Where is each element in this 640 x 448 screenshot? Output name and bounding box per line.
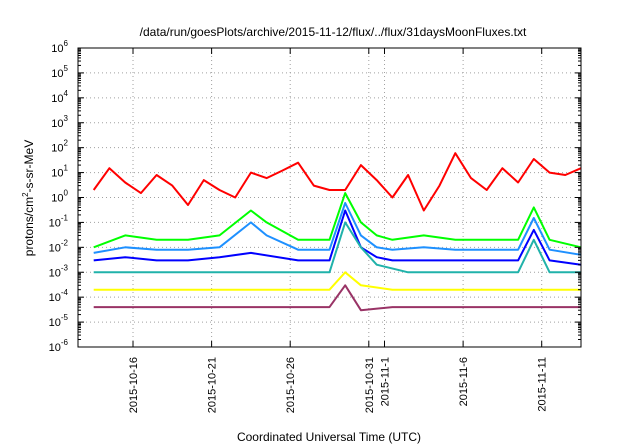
y-tick-label: 10-4 bbox=[49, 288, 69, 304]
y-ticks: 10-6 10-5 10-4 10-3 10-2 10-1 100 101 102 103 104 1… bbox=[49, 39, 581, 354]
x-axis-label: Coordinated Universal Time (UTC) bbox=[237, 430, 421, 444]
y-tick-label: 103 bbox=[51, 114, 68, 130]
x-ticks: 2015-10-16 2015-10-21 2015-10-26 2015-10-31… bbox=[128, 48, 549, 413]
y-tick-label: 10-2 bbox=[49, 238, 69, 254]
y-tick-label: 10-3 bbox=[49, 263, 69, 279]
series-line-5 bbox=[93, 221, 581, 274]
series-line-2 bbox=[93, 192, 582, 249]
x-tick-label: 2015-11-6 bbox=[458, 357, 470, 406]
series-line-3 bbox=[93, 202, 582, 256]
y-tick-label: 102 bbox=[51, 139, 68, 155]
plot-border bbox=[77, 47, 582, 348]
x-tick-label: 2015-11-11 bbox=[537, 357, 549, 412]
series-line-6 bbox=[93, 271, 581, 291]
x-tick-label: 2015-11-1 bbox=[380, 357, 392, 406]
y-tick-label: 10-5 bbox=[49, 313, 69, 329]
y-tick-label: 101 bbox=[51, 164, 68, 180]
y-tick-label: 100 bbox=[51, 189, 68, 205]
grid bbox=[78, 47, 581, 348]
series-line-7 bbox=[93, 284, 581, 312]
y-tick-label: 105 bbox=[51, 64, 68, 80]
x-tick-label: 2015-10-21 bbox=[207, 357, 219, 413]
x-tick-label: 2015-10-16 bbox=[128, 357, 140, 413]
y-tick-label: 104 bbox=[51, 89, 68, 105]
x-tick-label: 2015-10-31 bbox=[364, 357, 376, 413]
y-tick-label: 10-6 bbox=[49, 338, 69, 354]
chart-title: /data/run/goesPlots/archive/2015-11-12/f… bbox=[140, 25, 527, 39]
y-tick-label: 106 bbox=[51, 39, 68, 55]
series-line-1 bbox=[92, 152, 582, 212]
series-group bbox=[92, 152, 582, 312]
x-tick-label: 2015-10-26 bbox=[285, 357, 297, 413]
y-axis-label: protons/cm2-s-sr-MeV bbox=[21, 140, 36, 256]
y-tick-label: 10-1 bbox=[49, 213, 69, 229]
